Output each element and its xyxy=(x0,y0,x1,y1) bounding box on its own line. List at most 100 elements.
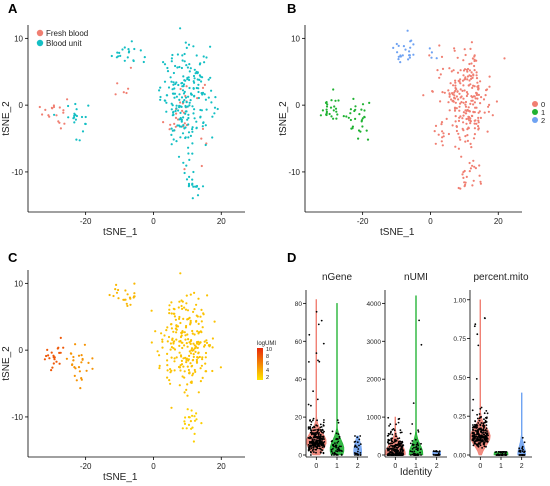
data-point xyxy=(183,331,186,334)
data-point xyxy=(465,117,468,121)
data-point xyxy=(178,98,181,101)
data-point xyxy=(182,92,186,95)
data-point xyxy=(114,93,117,96)
data-point xyxy=(432,450,435,453)
data-point xyxy=(121,48,124,51)
data-point xyxy=(156,350,159,353)
data-point xyxy=(192,87,195,90)
data-point xyxy=(442,135,445,138)
y-tick-label: 0.25 xyxy=(453,414,466,421)
data-point xyxy=(323,445,326,448)
data-point xyxy=(180,96,184,99)
data-point xyxy=(185,85,188,88)
data-point xyxy=(310,433,313,436)
data-point xyxy=(395,440,398,442)
data-point xyxy=(320,437,322,440)
data-point xyxy=(310,421,313,423)
data-point xyxy=(193,415,196,418)
data-point xyxy=(358,113,361,116)
data-point xyxy=(193,368,196,372)
data-point xyxy=(72,359,75,362)
data-point xyxy=(181,346,184,350)
data-point xyxy=(455,107,458,110)
data-point xyxy=(195,412,198,415)
data-point xyxy=(189,322,192,325)
data-point xyxy=(467,117,470,120)
data-point xyxy=(187,368,190,372)
data-point xyxy=(392,447,394,450)
data-point xyxy=(335,110,338,113)
y-tick-label: 0.00 xyxy=(453,453,466,460)
data-point xyxy=(464,181,467,184)
data-point xyxy=(393,429,396,432)
violin-subplot-3: percent.mito 0.00 0.25 0.50 0.75 1.00 0 1 2 xyxy=(453,272,532,470)
data-point xyxy=(41,113,44,116)
data-point xyxy=(195,314,198,317)
data-point xyxy=(197,322,200,325)
data-point xyxy=(417,448,419,450)
data-point xyxy=(199,380,202,383)
data-point xyxy=(181,375,184,378)
data-point xyxy=(173,129,176,132)
data-point xyxy=(182,116,185,119)
data-point xyxy=(183,99,186,102)
data-point xyxy=(449,82,452,85)
data-point xyxy=(196,194,200,197)
data-point xyxy=(334,99,337,102)
data-point xyxy=(180,304,183,308)
data-point xyxy=(183,79,186,82)
data-point xyxy=(459,82,462,85)
subplot-title: nUMI xyxy=(404,272,428,283)
data-point xyxy=(319,443,322,445)
data-point xyxy=(179,321,182,325)
data-point xyxy=(210,89,213,92)
data-point xyxy=(471,438,474,441)
data-point xyxy=(441,91,444,94)
data-point xyxy=(183,344,186,347)
data-point xyxy=(319,423,322,426)
data-point xyxy=(455,129,458,133)
data-point xyxy=(495,100,498,103)
data-point xyxy=(174,125,177,128)
data-point xyxy=(209,76,212,79)
data-point xyxy=(459,138,462,141)
data-point xyxy=(394,433,397,435)
data-point xyxy=(310,454,312,456)
data-point xyxy=(74,102,77,106)
data-point xyxy=(322,424,325,426)
data-point xyxy=(473,85,476,88)
data-point xyxy=(473,127,476,130)
data-point xyxy=(345,115,348,118)
data-point xyxy=(440,123,443,126)
data-point xyxy=(456,71,460,74)
x-tick-label: 20 xyxy=(217,462,226,471)
data-point xyxy=(391,449,393,452)
data-point xyxy=(410,454,412,456)
data-point xyxy=(125,91,128,95)
y-tick-label: 10 xyxy=(14,279,23,288)
data-point xyxy=(412,443,415,446)
data-point xyxy=(193,108,196,111)
data-point xyxy=(195,303,198,306)
data-point xyxy=(166,364,169,367)
data-point xyxy=(129,66,132,69)
data-point xyxy=(214,96,217,99)
data-point xyxy=(317,359,319,362)
data-point xyxy=(116,82,119,85)
x-tick-label: 20 xyxy=(494,217,503,226)
data-point xyxy=(518,450,521,453)
data-point xyxy=(177,109,180,112)
panel-label-b: B xyxy=(287,1,296,16)
violin-shape xyxy=(329,303,345,456)
x-tick-label: 0 xyxy=(428,217,433,226)
data-point xyxy=(467,126,470,129)
data-point xyxy=(333,452,336,455)
data-point xyxy=(406,29,409,32)
data-point xyxy=(62,109,65,112)
data-point xyxy=(132,295,136,298)
data-point xyxy=(386,435,389,437)
data-point xyxy=(463,48,466,51)
data-point xyxy=(484,429,487,431)
data-point xyxy=(357,137,360,140)
